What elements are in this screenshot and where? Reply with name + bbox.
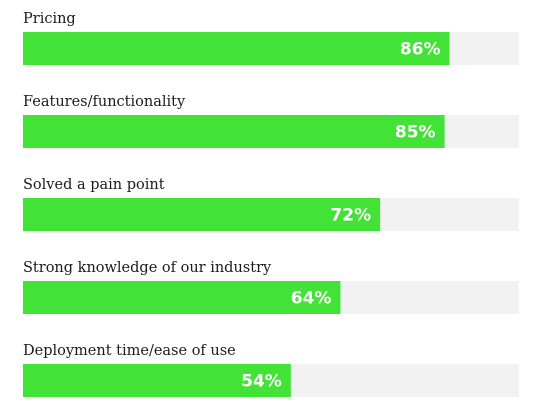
bar (23, 32, 450, 65)
category-label: Pricing (23, 11, 76, 27)
bar (23, 115, 445, 148)
value-label: 85% (395, 123, 436, 143)
category-label: Strong knowledge of our industry (23, 260, 272, 276)
bar (23, 281, 341, 314)
value-label: 64% (291, 289, 332, 309)
category-label: Solved a pain point (23, 177, 165, 193)
value-label: 86% (400, 40, 441, 60)
bar (23, 364, 291, 397)
value-label: 72% (330, 206, 371, 226)
value-label: 54% (241, 372, 282, 392)
category-label: Features/functionality (23, 94, 186, 110)
category-label: Deployment time/ease of use (23, 343, 236, 359)
bar (23, 198, 381, 231)
